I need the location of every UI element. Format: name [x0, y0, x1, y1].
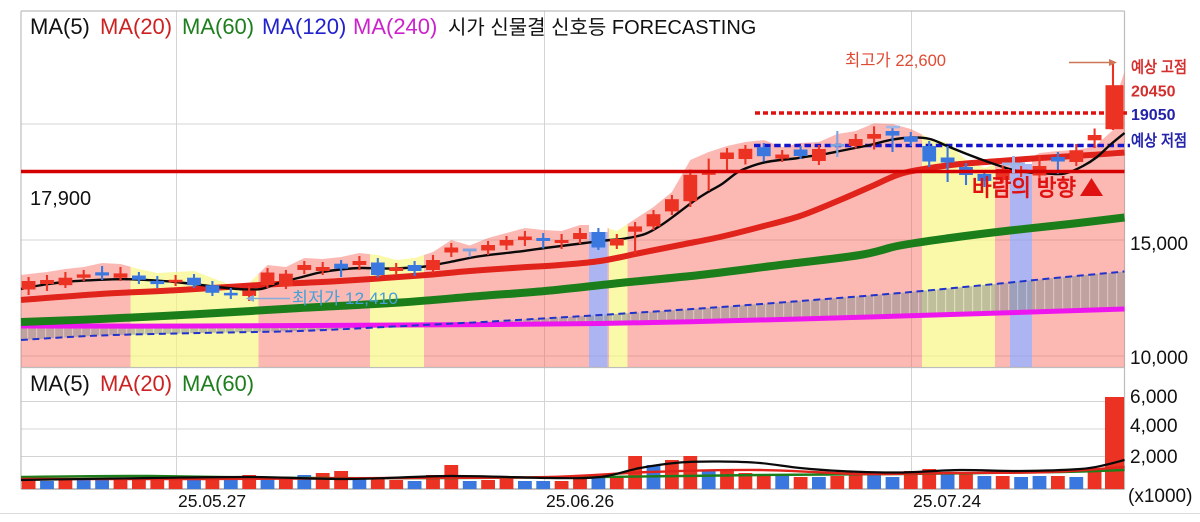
- svg-text:바람의 방향: 바람의 방향: [972, 175, 1076, 201]
- svg-text:최고가 22,600: 최고가 22,600: [845, 51, 946, 70]
- svg-text:25.07.24: 25.07.24: [913, 491, 981, 511]
- svg-text:2,000: 2,000: [1130, 447, 1178, 468]
- svg-text:15,000: 15,000: [1130, 234, 1188, 255]
- svg-text:최저가 12,410: 최저가 12,410: [292, 289, 398, 308]
- svg-text:MA(5): MA(5): [30, 14, 90, 39]
- svg-text:예상 고점: 예상 고점: [1131, 58, 1187, 77]
- svg-text:(x1000): (x1000): [1128, 486, 1192, 507]
- svg-text:25.05.27: 25.05.27: [178, 491, 246, 511]
- svg-text:4,000: 4,000: [1130, 416, 1178, 437]
- svg-text:시가 신물결 신호등 FORECASTING: 시가 신물결 신호등 FORECASTING: [448, 16, 756, 39]
- svg-text:MA(240): MA(240): [353, 14, 437, 39]
- svg-text:10,000: 10,000: [1130, 348, 1188, 369]
- svg-text:MA(5): MA(5): [30, 371, 90, 396]
- svg-text:MA(120): MA(120): [262, 14, 346, 39]
- svg-text:17,900: 17,900: [30, 188, 91, 210]
- svg-text:예상 저점: 예상 저점: [1131, 131, 1187, 150]
- svg-text:MA(20): MA(20): [100, 14, 172, 39]
- svg-text:6,000: 6,000: [1130, 387, 1178, 408]
- svg-text:19050: 19050: [1131, 107, 1176, 124]
- svg-text:MA(60): MA(60): [182, 371, 254, 396]
- svg-text:MA(20): MA(20): [100, 371, 172, 396]
- svg-text:20450: 20450: [1131, 84, 1176, 101]
- svg-text:MA(60): MA(60): [182, 14, 254, 39]
- svg-text:25.06.26: 25.06.26: [546, 491, 614, 511]
